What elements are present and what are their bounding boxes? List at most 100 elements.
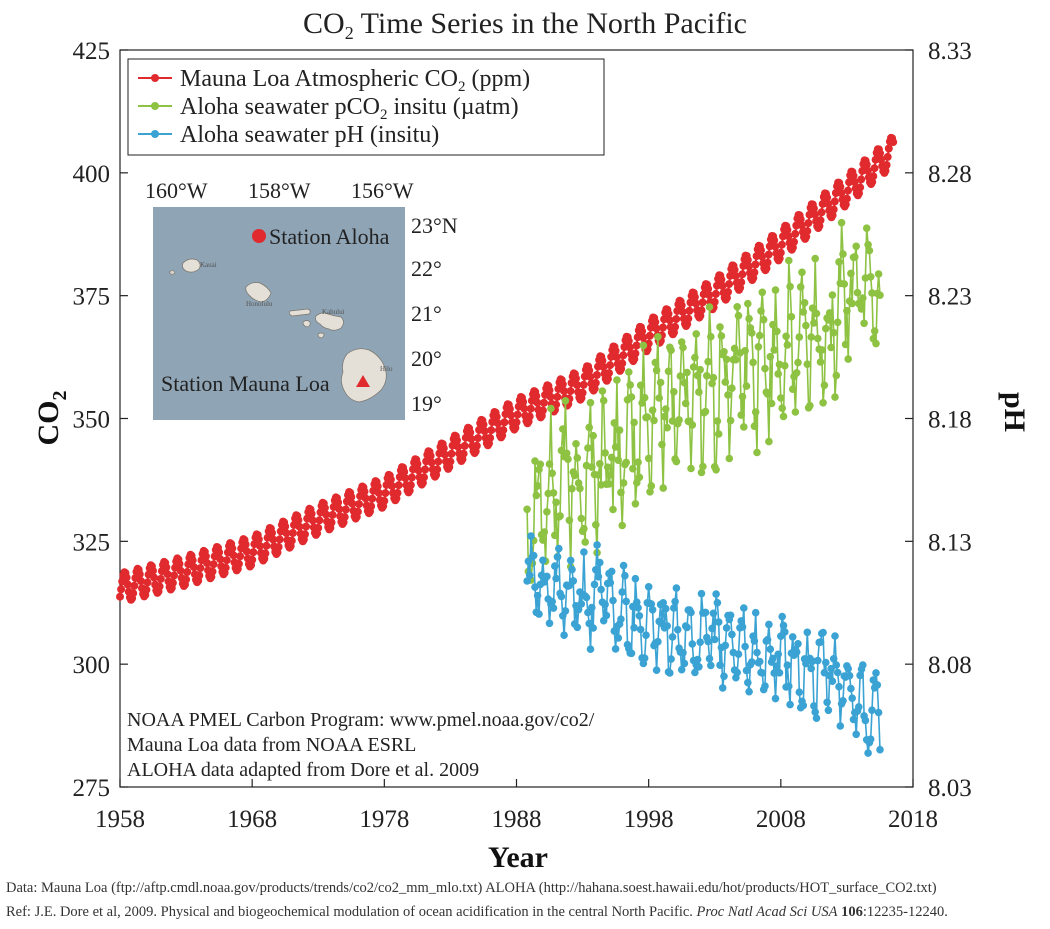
point-aloha-ph: [667, 655, 675, 663]
point-mauna-loa: [836, 182, 845, 191]
point-aloha-pco2: [627, 393, 636, 401]
point-aloha-pco2: [713, 417, 722, 425]
point-mauna-loa: [553, 392, 562, 401]
point-aloha-ph: [555, 544, 563, 553]
point-aloha-pco2: [757, 307, 765, 315]
point-aloha-pco2: [833, 318, 842, 327]
note-line-2: Mauna Loa data from NOAA ESRL: [127, 734, 416, 756]
point-mauna-loa: [811, 210, 819, 219]
point-mauna-loa: [684, 314, 693, 323]
point-mauna-loa: [829, 205, 838, 214]
point-aloha-ph: [741, 642, 749, 651]
point-aloha-pco2: [609, 505, 617, 514]
point-aloha-ph: [779, 621, 788, 630]
point-aloha-pco2: [676, 372, 685, 380]
point-mauna-loa: [241, 540, 250, 549]
point-mauna-loa: [175, 559, 184, 568]
point-aloha-ph: [733, 668, 741, 677]
point-aloha-ph: [549, 604, 558, 612]
point-mauna-loa: [393, 489, 402, 497]
point-mauna-loa: [288, 529, 297, 537]
point-mauna-loa: [130, 581, 139, 590]
point-aloha-ph: [775, 669, 784, 677]
point-mauna-loa: [440, 450, 449, 459]
point-mauna-loa: [215, 548, 224, 557]
island-label-hilo: Hilo: [380, 365, 393, 373]
point-mauna-loa: [474, 434, 482, 443]
point-mauna-loa: [750, 268, 759, 277]
point-aloha-pco2: [577, 514, 586, 523]
point-aloha-pco2: [759, 315, 768, 324]
point-aloha-pco2: [828, 291, 837, 299]
point-aloha-ph: [695, 663, 703, 671]
point-aloha-pco2: [744, 299, 752, 308]
station-mauna-loa-label: Station Mauna Loa: [161, 371, 330, 396]
point-mauna-loa: [367, 502, 376, 511]
x-axis-ticks: 1958 1968 1978 1988 1998 2008 2018: [95, 779, 938, 833]
point-aloha-ph: [781, 628, 789, 636]
point-aloha-ph: [704, 637, 712, 646]
point-aloha-ph: [589, 624, 597, 632]
point-aloha-ph: [774, 650, 782, 659]
point-mauna-loa: [308, 516, 317, 525]
y-right-tick-label: 8.33: [928, 38, 972, 65]
point-mauna-loa: [790, 237, 798, 246]
point-aloha-ph: [845, 671, 854, 680]
point-aloha-pco2: [697, 468, 706, 477]
point-mauna-loa: [513, 410, 522, 419]
point-mauna-loa: [196, 564, 205, 573]
point-aloha-ph: [807, 664, 815, 673]
point-aloha-ph: [822, 658, 830, 667]
point-aloha-ph: [744, 678, 752, 687]
point-mauna-loa: [123, 580, 132, 589]
point-mauna-loa: [804, 219, 813, 228]
point-aloha-pco2: [870, 327, 879, 335]
point-aloha-pco2: [523, 505, 531, 514]
point-aloha-pco2: [795, 333, 804, 341]
island-molokai: [288, 308, 311, 317]
point-aloha-ph: [561, 607, 570, 615]
point-aloha-pco2: [862, 224, 871, 232]
y-left-tick-label: 375: [73, 284, 111, 311]
point-mauna-loa: [493, 419, 502, 428]
point-aloha-pco2: [536, 460, 545, 469]
point-mauna-loa: [447, 449, 456, 458]
point-aloha-pco2: [803, 360, 812, 369]
point-aloha-ph: [761, 682, 769, 690]
point-aloha-pco2: [831, 393, 839, 401]
point-aloha-pco2: [728, 384, 736, 393]
point-aloha-pco2: [636, 381, 645, 390]
point-aloha-ph: [654, 637, 662, 646]
point-mauna-loa: [500, 418, 509, 427]
point-mauna-loa: [353, 507, 362, 516]
point-aloha-ph: [720, 672, 728, 681]
point-mauna-loa: [566, 387, 575, 396]
point-mauna-loa: [433, 465, 442, 474]
point-mauna-loa: [388, 482, 396, 491]
map-lat-label-23n: 23°N: [411, 213, 458, 238]
point-aloha-ph: [691, 668, 699, 677]
point-aloha-ph: [697, 589, 706, 598]
point-aloha-ph: [763, 635, 772, 644]
point-aloha-pco2: [693, 371, 702, 380]
point-aloha-ph: [823, 698, 831, 707]
point-mauna-loa: [869, 172, 878, 181]
point-aloha-ph: [607, 567, 616, 576]
point-mauna-loa: [857, 175, 866, 184]
point-aloha-pco2: [829, 328, 838, 337]
point-mauna-loa: [612, 353, 621, 362]
point-mauna-loa: [659, 323, 667, 332]
y-left-axis-ticks: 275 300 325 350 375 400 425: [73, 38, 128, 802]
point-aloha-ph: [606, 579, 615, 587]
legend-swatch-dot-aloha-ph: [151, 130, 159, 138]
point-mauna-loa: [737, 278, 746, 287]
point-mauna-loa: [850, 177, 859, 186]
point-mauna-loa: [268, 528, 276, 537]
point-mauna-loa: [777, 240, 786, 249]
point-aloha-pco2: [740, 423, 748, 431]
point-aloha-ph: [668, 633, 677, 641]
point-aloha-pco2: [667, 346, 675, 355]
point-aloha-pco2: [663, 423, 671, 432]
point-aloha-pco2: [681, 399, 690, 408]
y-right-tick-label: 8.08: [928, 652, 972, 679]
